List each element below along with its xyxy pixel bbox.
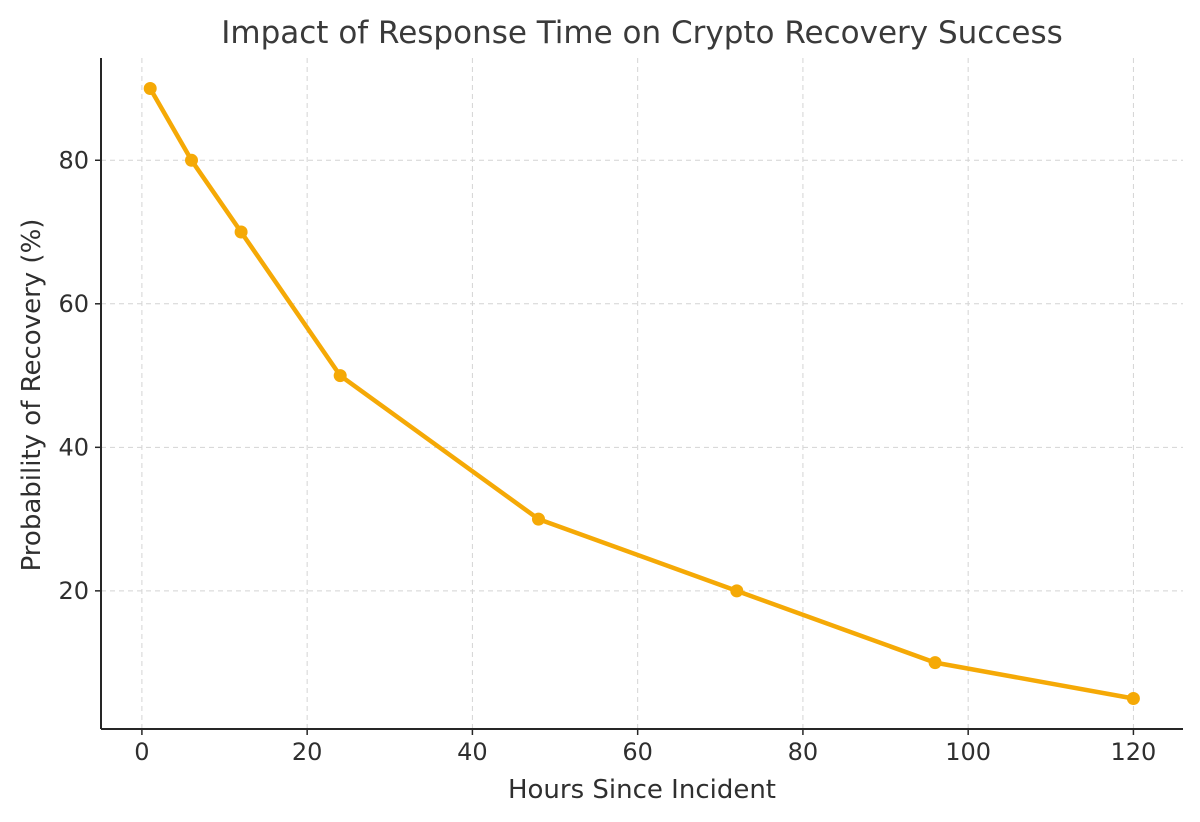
data-point — [928, 656, 942, 670]
data-point — [532, 512, 545, 526]
grid — [101, 58, 1183, 729]
x-tick-label: 40 — [457, 738, 488, 766]
y-tick-label: 80 — [58, 146, 89, 174]
data-point — [185, 153, 198, 167]
chart-title: Impact of Response Time on Crypto Recove… — [221, 15, 1063, 51]
x-tick-label: 0 — [134, 738, 149, 766]
y-axis-label: Probability of Recovery (%) — [17, 219, 47, 572]
data-point — [730, 584, 744, 598]
data-point — [333, 369, 347, 383]
series-layer — [143, 82, 1140, 705]
x-axis-label: Hours Since Incident — [508, 775, 776, 805]
x-tick-label: 20 — [292, 738, 323, 766]
y-tick-label: 20 — [58, 577, 89, 605]
data-point — [1126, 692, 1140, 705]
tick-labels: 0 20 40 60 80 100 120 20 40 60 80 — [58, 146, 1156, 766]
data-point — [234, 225, 248, 239]
x-tick-label: 120 — [1111, 738, 1157, 766]
data-point — [143, 82, 157, 95]
axes — [95, 58, 1183, 735]
y-tick-label: 40 — [58, 433, 89, 461]
y-tick-label: 60 — [58, 290, 89, 318]
series-line — [147, 86, 1136, 701]
x-tick-label: 80 — [788, 738, 819, 766]
x-tick-label: 60 — [622, 738, 653, 766]
x-tick-label: 100 — [945, 738, 991, 766]
